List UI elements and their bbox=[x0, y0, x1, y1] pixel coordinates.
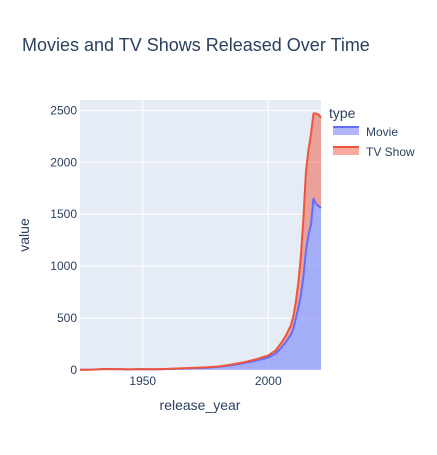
legend-label: TV Show bbox=[366, 145, 415, 159]
legend-item-movie[interactable]: Movie bbox=[333, 125, 398, 139]
legend: type Movie TV Show bbox=[329, 105, 415, 159]
legend-item-tv-show[interactable]: TV Show bbox=[333, 145, 415, 159]
x-tick-labels: 1950 2000 bbox=[129, 374, 282, 388]
y-tick-label: 2500 bbox=[50, 103, 77, 117]
y-tick-label: 1500 bbox=[50, 207, 77, 221]
x-axis-label: release_year bbox=[160, 397, 241, 413]
legend-swatch-fill bbox=[333, 127, 359, 135]
y-tick-label: 0 bbox=[70, 363, 77, 377]
y-tick-label: 2000 bbox=[50, 155, 77, 169]
legend-title: type bbox=[329, 105, 356, 121]
y-axis-label: value bbox=[16, 218, 32, 252]
chart-title: Movies and TV Shows Released Over Time bbox=[22, 35, 370, 55]
x-tick-label: 1950 bbox=[129, 374, 156, 388]
legend-swatch-fill bbox=[333, 147, 359, 155]
y-tick-label: 500 bbox=[57, 311, 77, 325]
y-tick-labels: 0 500 1000 1500 2000 2500 bbox=[50, 103, 77, 377]
legend-label: Movie bbox=[366, 125, 398, 139]
legend-items: Movie TV Show bbox=[333, 125, 415, 159]
x-tick-label: 2000 bbox=[255, 374, 282, 388]
y-tick-label: 1000 bbox=[50, 259, 77, 273]
plot-background bbox=[80, 100, 321, 370]
